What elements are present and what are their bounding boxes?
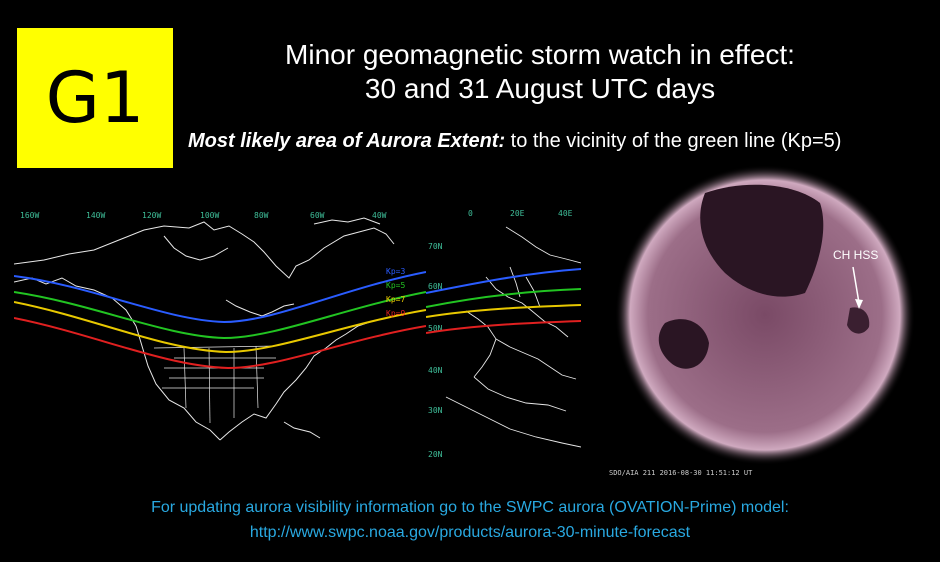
lon-tick: 100W (200, 211, 219, 220)
lat-tick: 40N (428, 366, 443, 375)
aurora-extent-subtitle: Most likely area of Aurora Extent: to th… (188, 130, 938, 153)
subtitle-rest: to the vicinity of the green line (Kp=5) (505, 130, 842, 152)
lon-tick: 140W (86, 211, 105, 220)
subtitle-bold: Most likely area of Aurora Extent: (188, 130, 506, 152)
sun-disk (615, 165, 915, 465)
label-kp7: Kp=7 (386, 295, 405, 304)
longitude-labels: 160W 140W 120W 100W 80W 60W 40W (20, 211, 387, 220)
north-america-aurora-map: 160W 140W 120W 100W 80W 60W 40W (13, 208, 427, 443)
sun-image-caption: SDO/AIA 211 2016-08-30 11:51:12 UT (609, 469, 753, 477)
europe-line-kp3 (425, 268, 582, 294)
ch-hss-label: CH HSS (833, 248, 879, 262)
footer-link[interactable]: http://www.swpc.noaa.gov/products/aurora… (249, 524, 691, 541)
lat-tick: 70N (428, 242, 443, 251)
page-title: Minor geomagnetic storm watch in effect:… (215, 38, 865, 106)
aurora-line-kp3 (13, 271, 427, 324)
lon-tick: 0 (468, 209, 473, 218)
badge-label: G1 (45, 57, 145, 139)
lon-tick: 20E (510, 209, 525, 218)
lon-tick: 40E (558, 209, 573, 218)
coronal-hole-ch-hss (847, 307, 870, 334)
lat-tick: 30N (428, 406, 443, 415)
ch-hss-arrow (852, 266, 860, 304)
sdo-sun-image: CH HSS SDO/AIA 211 2016-08-30 11:51:12 U… (605, 163, 928, 482)
europe-line-kp9 (425, 320, 582, 334)
footer-info: For updating aurora visibility informati… (0, 495, 940, 545)
label-kp3: Kp=3 (386, 267, 405, 276)
lon-tick: 40W (372, 211, 387, 220)
state-borders (153, 345, 277, 424)
sun-svg (615, 165, 915, 465)
aurora-line-kp9 (13, 317, 427, 370)
europe-aurora-map: 0 20E 40E 70N 60N 50N 40N 30N 20N (425, 207, 582, 462)
arrow-head-icon (855, 299, 863, 309)
coastlines (13, 217, 395, 441)
europe-map-svg: 0 20E 40E 70N 60N 50N 40N 30N 20N (425, 209, 582, 459)
lon-tick: 160W (20, 211, 39, 220)
title-line-1: Minor geomagnetic storm watch in effect: (285, 39, 795, 70)
europe-line-kp5 (425, 288, 582, 308)
lat-tick: 60N (428, 282, 443, 291)
coronal-hole-west (658, 319, 709, 369)
aurora-line-kp7 (13, 301, 427, 354)
europe-line-kp7 (425, 304, 582, 318)
lon-tick: 60W (310, 211, 325, 220)
title-line-2: 30 and 31 August UTC days (364, 73, 716, 104)
footer-line-1: For updating aurora visibility informati… (151, 499, 789, 516)
lon-tick: 120W (142, 211, 161, 220)
lat-tick: 50N (428, 324, 443, 333)
label-kp9: Kp=9 (386, 309, 405, 318)
coronal-hole-north (700, 184, 824, 297)
lat-tick: 20N (428, 450, 443, 459)
lon-tick: 80W (254, 211, 269, 220)
label-kp5: Kp=5 (386, 281, 405, 290)
aurora-line-kp5 (13, 291, 427, 340)
map-svg: 160W 140W 120W 100W 80W 60W 40W (13, 211, 427, 441)
europe-coastlines (445, 226, 582, 448)
g1-badge: G1 (17, 28, 173, 168)
